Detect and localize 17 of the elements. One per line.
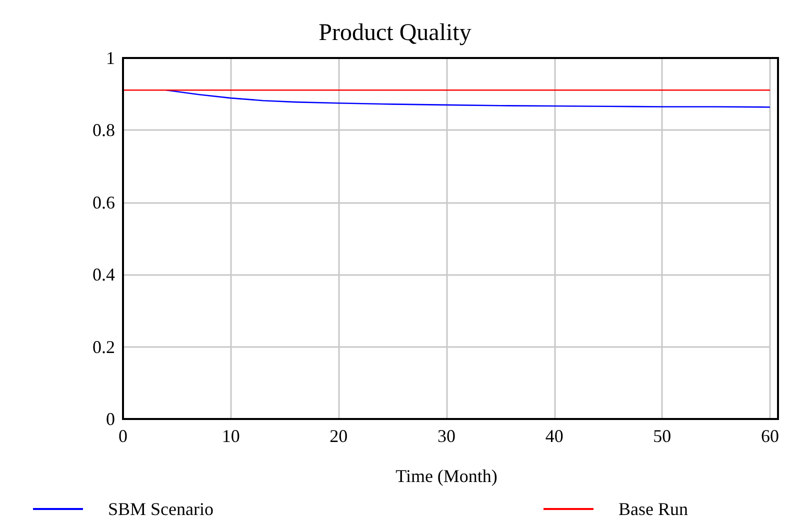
legend-label: Base Run bbox=[618, 499, 688, 519]
y-tick-label: 0.6 bbox=[92, 192, 115, 212]
x-tick-label: 60 bbox=[761, 426, 779, 446]
x-tick-label: 30 bbox=[438, 426, 456, 446]
x-tick-label: 20 bbox=[330, 426, 348, 446]
chart-title: Product Quality bbox=[318, 20, 472, 46]
x-tick-label: 0 bbox=[118, 426, 128, 446]
y-tick-label: 1 bbox=[106, 48, 115, 68]
y-tick-label: 0.2 bbox=[92, 336, 115, 357]
y-tick-label: 0 bbox=[106, 409, 115, 429]
x-tick-label: 10 bbox=[222, 426, 240, 446]
x-tick-label: 40 bbox=[545, 426, 564, 446]
x-axis-title: Time (Month) bbox=[396, 466, 498, 486]
y-tick-label: 0.8 bbox=[92, 120, 115, 140]
y-tick-label: 0.4 bbox=[92, 264, 115, 285]
legend-label: SBM Scenario bbox=[108, 499, 214, 519]
x-tick-label: 50 bbox=[653, 426, 672, 446]
